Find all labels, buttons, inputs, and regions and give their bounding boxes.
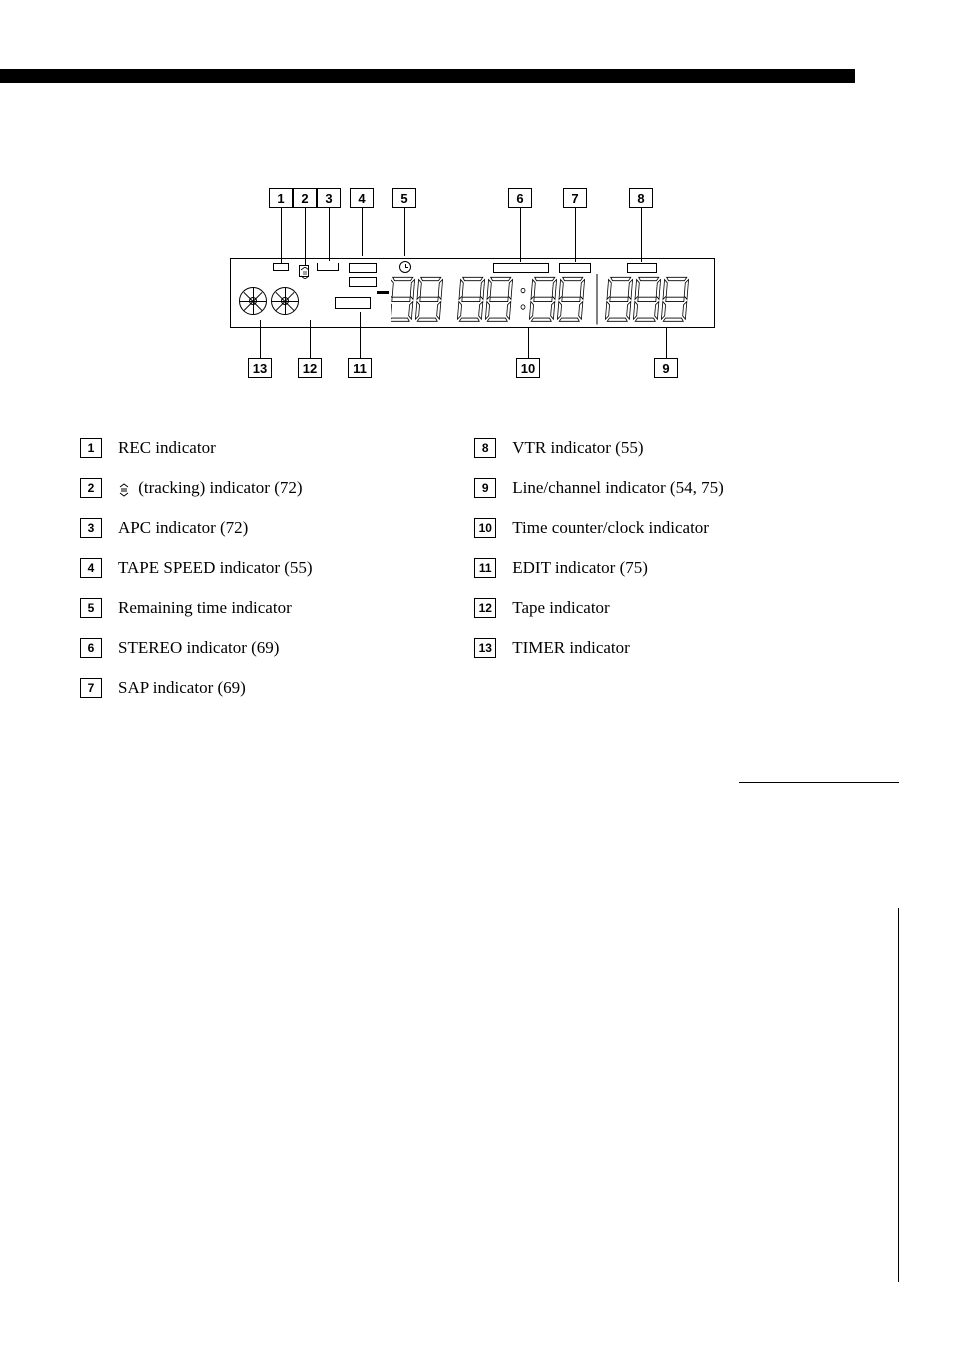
legend-number: 5	[80, 598, 102, 618]
callout-line	[260, 320, 261, 358]
callout-line	[281, 208, 282, 264]
legend-label: Line/channel indicator (54, 75)	[512, 478, 723, 498]
legend-item: 3 APC indicator (72)	[80, 518, 470, 538]
clock-icon	[399, 261, 411, 273]
legend-number: 8	[474, 438, 496, 458]
legend-label: Remaining time indicator	[118, 598, 292, 618]
legend-number: 12	[474, 598, 496, 618]
legend-number: 11	[474, 558, 496, 578]
legend-item: 6 STEREO indicator (69)	[80, 638, 470, 658]
apc-indicator-box	[317, 263, 339, 271]
tracking-indicator-box	[299, 265, 309, 277]
callout-13: 13	[248, 358, 272, 378]
legend-label: REC indicator	[118, 438, 216, 458]
callout-8: 8	[629, 188, 653, 208]
divider-line	[739, 782, 899, 783]
legend-item: 9 Line/channel indicator (54, 75)	[474, 478, 864, 498]
legend-left-column: 1 REC indicator 2 (tracking) indicator (…	[80, 438, 470, 718]
legend-item: 4 TAPE SPEED indicator (55)	[80, 558, 470, 578]
vcr-display-panel	[230, 258, 715, 328]
callout-line	[404, 208, 405, 256]
legend-label: EDIT indicator (75)	[512, 558, 648, 578]
callout-10: 10	[516, 358, 540, 378]
header-bar	[0, 69, 855, 83]
legend-number: 4	[80, 558, 102, 578]
vertical-margin-line	[898, 908, 899, 1282]
sap-box	[559, 263, 591, 273]
legend-item: 11 EDIT indicator (75)	[474, 558, 864, 578]
callout-9: 9	[654, 358, 678, 378]
callout-line	[362, 208, 363, 256]
legend-number: 1	[80, 438, 102, 458]
legend-right-column: 8 VTR indicator (55) 9 Line/channel indi…	[474, 438, 864, 678]
legend-item: 10 Time counter/clock indicator	[474, 518, 864, 538]
legend-item: 8 VTR indicator (55)	[474, 438, 864, 458]
dash-indicator	[377, 291, 389, 294]
legend-label: VTR indicator (55)	[512, 438, 643, 458]
legend-label: (tracking) indicator (72)	[118, 478, 303, 498]
callout-line	[520, 208, 521, 262]
legend-item: 13 TIMER indicator	[474, 638, 864, 658]
stereo-box	[493, 263, 549, 273]
callout-5: 5	[392, 188, 416, 208]
legend-number: 2	[80, 478, 102, 498]
legend: 1 REC indicator 2 (tracking) indicator (…	[80, 438, 880, 718]
callout-3: 3	[317, 188, 341, 208]
callout-6: 6	[508, 188, 532, 208]
callout-line	[329, 208, 330, 261]
legend-label: TAPE SPEED indicator (55)	[118, 558, 313, 578]
legend-item: 12 Tape indicator	[474, 598, 864, 618]
callout-line	[360, 312, 361, 358]
legend-number: 10	[474, 518, 496, 538]
callout-line	[528, 328, 529, 358]
legend-number: 9	[474, 478, 496, 498]
legend-item: 7 SAP indicator (69)	[80, 678, 470, 698]
callout-line	[666, 328, 667, 358]
seven-segment-display	[391, 274, 711, 339]
callout-2: 2	[293, 188, 317, 208]
rec-indicator-box	[273, 263, 289, 271]
tracking-icon	[118, 482, 130, 496]
legend-number: 3	[80, 518, 102, 538]
callout-12: 12	[298, 358, 322, 378]
callout-line	[641, 208, 642, 262]
legend-item: 5 Remaining time indicator	[80, 598, 470, 618]
callout-11: 11	[348, 358, 372, 378]
vcr-display-diagram: 1 2 3 4 5 6 7 8	[230, 188, 715, 388]
legend-item: 1 REC indicator	[80, 438, 470, 458]
speed-indicator-box2	[349, 277, 377, 287]
callout-line	[310, 320, 311, 358]
legend-item: 2 (tracking) indicator (72)	[80, 478, 470, 498]
legend-label: TIMER indicator	[512, 638, 630, 658]
legend-label: Tape indicator	[512, 598, 609, 618]
legend-number: 7	[80, 678, 102, 698]
legend-label: STEREO indicator (69)	[118, 638, 279, 658]
callout-7: 7	[563, 188, 587, 208]
speed-indicator-box	[349, 263, 377, 273]
callout-line	[575, 208, 576, 262]
legend-number: 13	[474, 638, 496, 658]
legend-label: APC indicator (72)	[118, 518, 248, 538]
cassette-icon	[239, 287, 307, 321]
callout-1: 1	[269, 188, 293, 208]
legend-label: Time counter/clock indicator	[512, 518, 709, 538]
callout-4: 4	[350, 188, 374, 208]
vtr-box	[627, 263, 657, 273]
legend-number: 6	[80, 638, 102, 658]
edit-box	[335, 297, 371, 309]
legend-label: SAP indicator (69)	[118, 678, 246, 698]
